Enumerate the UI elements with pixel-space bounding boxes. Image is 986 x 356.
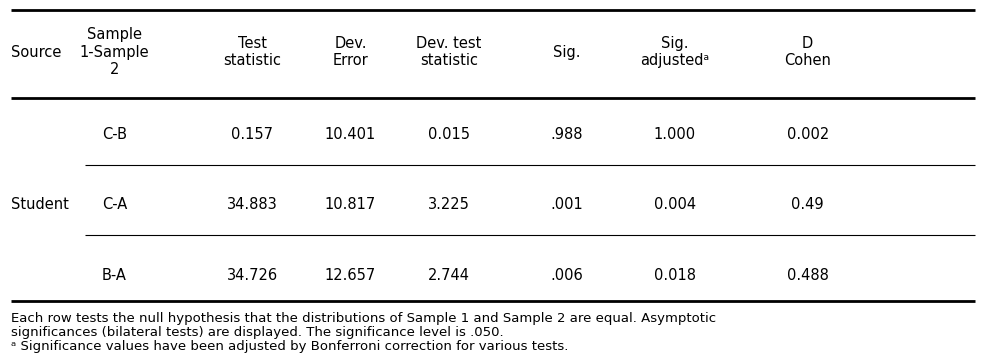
Text: 0.018: 0.018 xyxy=(654,268,696,283)
Text: 2.744: 2.744 xyxy=(428,268,469,283)
Text: 1.000: 1.000 xyxy=(654,127,696,142)
Text: Dev.
Error: Dev. Error xyxy=(332,36,369,68)
Text: 0.002: 0.002 xyxy=(787,127,829,142)
Text: D
Cohen: D Cohen xyxy=(784,36,831,68)
Text: 34.883: 34.883 xyxy=(227,197,277,213)
Text: 0.004: 0.004 xyxy=(654,197,696,213)
Text: Each row tests the null hypothesis that the distributions of Sample 1 and Sample: Each row tests the null hypothesis that … xyxy=(11,313,717,325)
Text: .988: .988 xyxy=(550,127,583,142)
Text: 10.817: 10.817 xyxy=(324,197,376,213)
Text: C-B: C-B xyxy=(102,127,127,142)
Text: B-A: B-A xyxy=(102,268,127,283)
Text: Dev. test
statistic: Dev. test statistic xyxy=(416,36,481,68)
Text: 0.157: 0.157 xyxy=(231,127,273,142)
Text: Source: Source xyxy=(11,45,61,60)
Text: C-A: C-A xyxy=(102,197,127,213)
Text: 10.401: 10.401 xyxy=(324,127,376,142)
Text: .006: .006 xyxy=(550,268,583,283)
Text: 3.225: 3.225 xyxy=(428,197,469,213)
Text: Sample
1-Sample
2: Sample 1-Sample 2 xyxy=(80,27,149,77)
Text: Test
statistic: Test statistic xyxy=(223,36,281,68)
Text: 0.488: 0.488 xyxy=(787,268,828,283)
Text: significances (bilateral tests) are displayed. The significance level is .050.: significances (bilateral tests) are disp… xyxy=(11,326,504,339)
Text: 12.657: 12.657 xyxy=(324,268,376,283)
Text: Student: Student xyxy=(11,197,69,213)
Text: Sig.: Sig. xyxy=(553,45,581,60)
Text: 0.015: 0.015 xyxy=(428,127,469,142)
Text: 34.726: 34.726 xyxy=(227,268,278,283)
Text: .001: .001 xyxy=(550,197,583,213)
Text: ᵃ Significance values have been adjusted by Bonferroni correction for various te: ᵃ Significance values have been adjusted… xyxy=(11,340,569,354)
Text: 0.49: 0.49 xyxy=(792,197,824,213)
Text: Sig.
adjustedᵃ: Sig. adjustedᵃ xyxy=(640,36,710,68)
